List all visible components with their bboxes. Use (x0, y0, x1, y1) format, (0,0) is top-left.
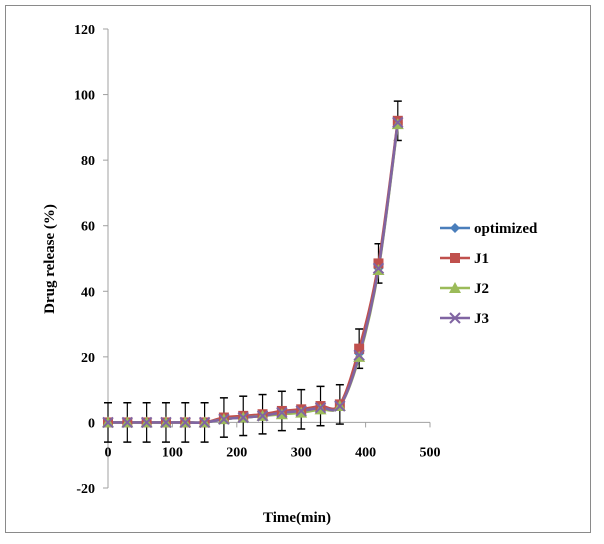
data-point-j3 (392, 116, 404, 129)
marker-stroke (256, 410, 269, 422)
data-point-j1 (354, 343, 365, 354)
y-tick-label: 100 (74, 89, 95, 104)
data-point-j3 (160, 416, 172, 429)
drug-release-chart: -20 0 20 40 60 80 100 120 0 100 200 300 400 500 Drug … (42, 23, 538, 526)
y-tick-label: 120 (74, 23, 95, 38)
marker-stroke (140, 416, 153, 429)
data-point-j3 (295, 405, 307, 417)
data-point-j1 (373, 258, 384, 269)
x-tick-label: 400 (355, 445, 376, 460)
y-tick-label: 60 (81, 220, 95, 235)
data-point-j3 (218, 413, 230, 425)
legend-item-j2: J2 (440, 281, 489, 297)
legend-item-optimized: optimized (440, 221, 538, 237)
data-point-j3 (314, 401, 327, 414)
y-tick-label: 40 (81, 285, 95, 300)
legend-label: J2 (474, 281, 489, 297)
legend-marker (449, 312, 461, 324)
data-point-j3 (372, 262, 385, 275)
legend-marker (450, 223, 460, 233)
series-line-j1 (108, 120, 400, 425)
y-tick-label: 80 (81, 154, 95, 169)
data-point-j3 (353, 349, 365, 361)
y-axis-label: Drug release (%) (42, 204, 58, 314)
data-point-j3 (179, 416, 191, 429)
marker-stroke (295, 405, 307, 417)
data-point-j3 (256, 410, 269, 422)
data-point-j3 (140, 416, 153, 429)
legend-item-j1: J1 (440, 251, 489, 267)
data-point-j3 (237, 411, 249, 424)
marker-stroke (121, 416, 134, 429)
legend-label: J1 (474, 251, 489, 267)
legend: optimized J1 J2 J3 (440, 221, 538, 327)
series-markers (102, 115, 404, 429)
marker-stroke (449, 312, 461, 324)
legend-label: optimized (474, 221, 538, 237)
marker-stroke (392, 116, 404, 129)
legend-marker (449, 282, 461, 293)
y-tick-label: 0 (88, 416, 95, 431)
chart-frame: -20 0 20 40 60 80 100 120 0 100 200 300 400 500 Drug … (5, 5, 591, 533)
marker-stroke (372, 262, 385, 275)
marker-stroke (160, 416, 172, 429)
marker-stroke (218, 413, 230, 425)
x-axis-label: Time(min) (263, 510, 331, 526)
legend-label: J3 (474, 311, 489, 327)
data-point-j3 (276, 406, 288, 419)
data-point-j3 (334, 400, 346, 412)
marker-stroke (353, 349, 365, 361)
error-bars (104, 100, 402, 443)
x-tick-label: 100 (162, 445, 183, 460)
marker-stroke (276, 406, 288, 419)
x-tick-label: 500 (420, 445, 441, 460)
marker-stroke (198, 416, 211, 429)
y-tick-label: 20 (81, 351, 95, 366)
data-point-j3 (102, 416, 114, 429)
marker-stroke (102, 416, 114, 429)
marker-stroke (237, 411, 249, 424)
marker-stroke (314, 401, 327, 414)
marker-stroke (334, 400, 346, 412)
legend-marker (450, 253, 460, 263)
marker-stroke (179, 416, 191, 429)
legend-item-j3: J3 (440, 311, 489, 327)
series-lines (108, 120, 400, 425)
data-point-j3 (198, 416, 211, 429)
series-line-j2 (108, 123, 400, 424)
x-tick-label: 0 (105, 445, 112, 460)
x-tick-label: 300 (291, 445, 312, 460)
series-line-j3 (108, 122, 400, 424)
x-tick-label: 200 (226, 445, 247, 460)
series-line-optimized (108, 122, 400, 424)
data-point-j3 (121, 416, 134, 429)
y-tick-label: -20 (76, 482, 95, 497)
